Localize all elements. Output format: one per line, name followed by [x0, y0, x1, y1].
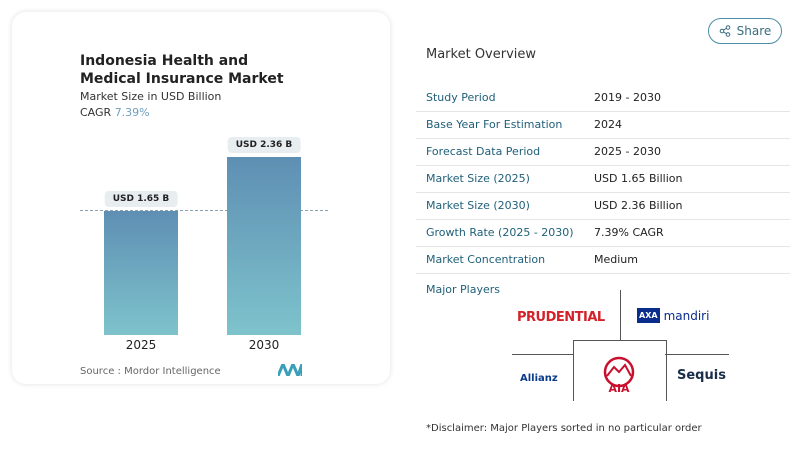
player-logo-prudential: PRUDENTIAL — [517, 310, 605, 325]
player-logo-allianz: Allianz — [520, 373, 558, 384]
chart-subtitle: Market Size in USD Billion — [80, 90, 222, 103]
cagr: CAGR 7.39% — [80, 106, 150, 119]
row-label: Base Year For Estimation — [426, 118, 563, 131]
player-logo-sequis: Sequis — [677, 368, 726, 383]
overview-row: Growth Rate (2025 - 2030) 7.39% CAGR — [416, 219, 790, 247]
bar-2025 — [104, 210, 178, 335]
row-value: 7.39% CAGR — [594, 226, 664, 239]
overview-row: Study Period 2019 - 2030 — [416, 84, 790, 112]
row-value: 2019 - 2030 — [594, 91, 661, 104]
mordor-logo-icon — [278, 364, 302, 376]
row-value: 2024 — [594, 118, 622, 131]
aia-box — [573, 340, 667, 401]
bar-2030 — [227, 157, 301, 335]
x-tick-label: 2025 — [125, 338, 157, 352]
disclaimer: *Disclaimer: Major Players sorted in no … — [426, 423, 702, 434]
row-value: 2025 - 2030 — [594, 145, 661, 158]
chart-title: Indonesia Health and Medical Insurance M… — [80, 53, 284, 87]
chart-card — [12, 12, 390, 384]
row-label: Market Concentration — [426, 253, 546, 266]
row-value: USD 1.65 Billion — [594, 172, 683, 185]
row-label: Growth Rate (2025 - 2030) — [426, 226, 574, 239]
overview-row: Market Size (2025) USD 1.65 Billion — [416, 165, 790, 193]
major-players-title: Major Players — [426, 283, 500, 296]
row-value: USD 2.36 Billion — [594, 199, 683, 212]
svg-text:AIA: AIA — [608, 382, 630, 394]
row-label: Forecast Data Period — [426, 145, 541, 158]
row-label: Market Size (2025) — [426, 172, 530, 185]
cagr-value: 7.39% — [114, 106, 150, 119]
overview-row: Forecast Data Period 2025 - 2030 — [416, 138, 790, 166]
row-label: Study Period — [426, 91, 496, 104]
x-tick-label: 2030 — [248, 338, 280, 352]
overview-title: Market Overview — [426, 47, 537, 62]
share-icon — [719, 25, 730, 37]
overview-row: Market Concentration Medium — [416, 246, 790, 274]
reference-line — [80, 210, 328, 211]
divider — [512, 354, 574, 355]
data-label: USD 1.65 B — [104, 190, 178, 207]
row-label: Market Size (2030) — [426, 199, 530, 212]
overview-row: Market Size (2030) USD 2.36 Billion — [416, 192, 790, 220]
player-logo-aia: AIA — [603, 356, 635, 394]
overview-row: Base Year For Estimation 2024 — [416, 111, 790, 139]
source: Source : Mordor Intelligence — [80, 366, 221, 377]
share-label: Share — [736, 24, 772, 38]
divider — [665, 354, 729, 355]
divider — [620, 290, 621, 340]
share-button[interactable]: Share — [708, 18, 782, 44]
player-logo-axa-mandiri: AXA mandiri — [637, 308, 710, 323]
cagr-label: CAGR — [80, 106, 112, 119]
data-label: USD 2.36 B — [227, 137, 301, 154]
row-value: Medium — [594, 253, 638, 266]
